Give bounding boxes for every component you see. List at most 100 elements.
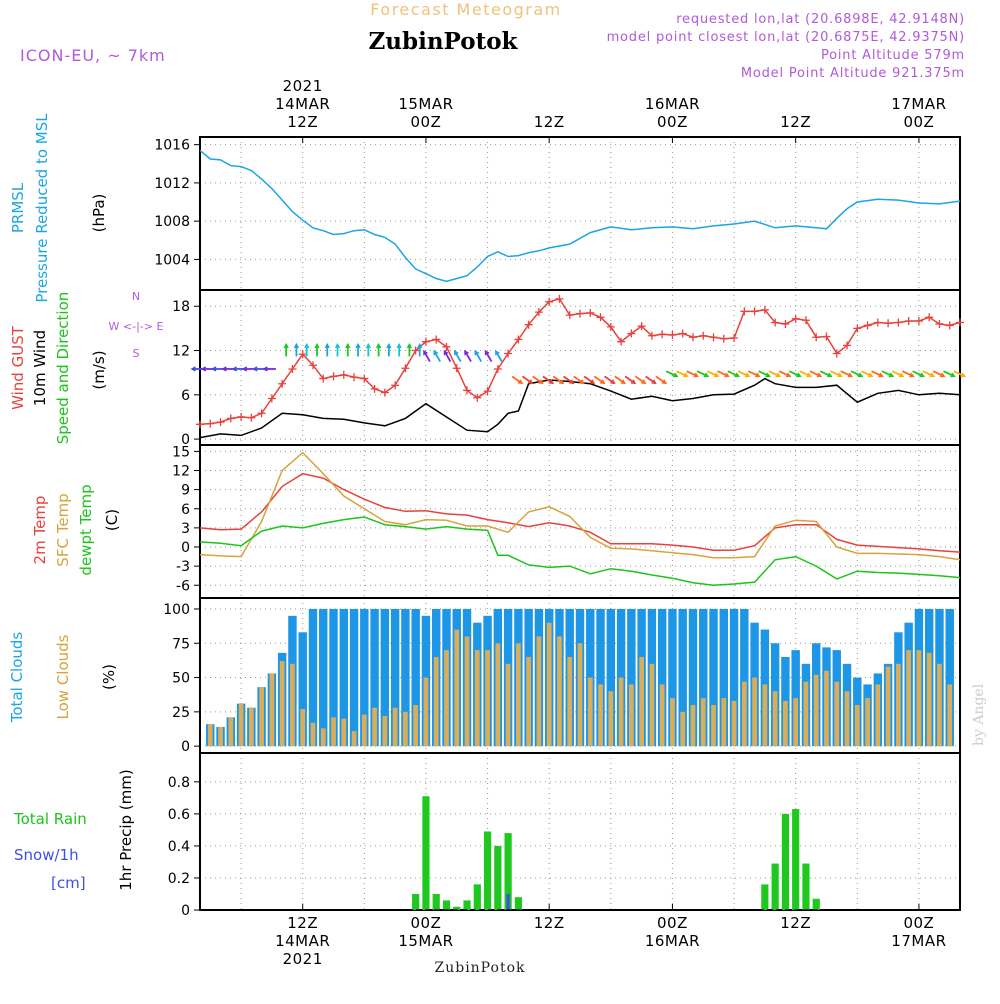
total-cloud-bar: [945, 608, 954, 747]
wind-direction-arrow: [758, 370, 770, 378]
y-tick-label: 0.4: [168, 839, 190, 855]
wind-direction-arrow: [634, 375, 646, 384]
wind-direction-arrow: [809, 370, 822, 378]
low-cloud-bar: [731, 700, 737, 747]
wind-direction-arrowhead: [200, 366, 207, 372]
gust-marker: [555, 294, 564, 303]
grid-layer: [200, 137, 960, 911]
time-tick-label-top: 00Z: [903, 113, 934, 131]
low-cloud-bar: [341, 718, 347, 747]
wind-direction-arrow: [604, 375, 615, 384]
y-tick-label: 3: [181, 521, 190, 537]
wind-direction-arrow: [881, 370, 894, 378]
gust-marker: [617, 337, 626, 346]
rain-bar: [483, 831, 492, 910]
y-tick-label: 9: [181, 483, 190, 499]
wind-direction-arrowhead: [314, 342, 320, 349]
rain-bar: [781, 813, 789, 910]
y-tick-label: 0: [181, 739, 190, 755]
wind-direction-arrow: [717, 370, 729, 378]
time-tick-label-top: 16MAR: [645, 95, 700, 113]
y-tick-label: 0: [181, 903, 190, 919]
temp2m-line: [199, 472, 961, 553]
low-cloud-bar: [474, 650, 480, 747]
low-cloud-bar: [505, 663, 511, 747]
gust-marker: [534, 308, 543, 317]
wind-direction-arrowhead: [630, 379, 637, 385]
low-cloud-bar: [906, 650, 912, 747]
y-tick-label: 18: [172, 299, 190, 315]
wind-direction-arrowhead: [231, 366, 237, 372]
wind-direction-arrow: [737, 370, 750, 378]
wind-direction-arrowhead: [785, 372, 792, 378]
rain-bar: [473, 884, 481, 910]
total-cloud-bar: [349, 608, 359, 747]
wind-direction-arrowhead: [241, 366, 248, 372]
rain-bar: [442, 900, 451, 910]
gust-marker: [216, 418, 225, 427]
pressure-panel-frame: [199, 136, 961, 291]
rain-bar: [802, 863, 810, 910]
wind-direction-arrow: [819, 370, 832, 378]
gust-marker: [391, 381, 400, 390]
y-tick-label: 0.6: [168, 807, 190, 823]
clouds-units: (%): [100, 664, 118, 690]
compass-west-east: W <-|-> E: [109, 320, 164, 333]
wind-direction-arrowhead: [579, 379, 585, 385]
time-tick-label-bottom: 00Z: [657, 914, 688, 932]
low-cloud-bar: [464, 636, 470, 747]
wind-direction-arrowhead: [558, 379, 565, 385]
low-cloud-bar: [916, 650, 922, 747]
time-tick-label-top: 17MAR: [891, 95, 946, 113]
gust-marker: [781, 319, 790, 328]
wind-direction-arrow: [768, 370, 781, 378]
low-cloud-bar: [947, 684, 953, 747]
gust-marker: [370, 384, 379, 393]
gust-marker: [730, 333, 739, 342]
wind-direction-arrow: [747, 370, 760, 378]
gust-marker: [473, 393, 482, 402]
gust-marker: [565, 311, 574, 320]
total-cloud-bar: [411, 608, 420, 747]
chart-marks: [190, 149, 967, 911]
low-cloud-bar: [937, 663, 942, 747]
wind-direction-arrowhead: [755, 372, 761, 378]
low-cloud-bar: [557, 636, 562, 747]
rain-bar: [463, 900, 471, 910]
gust-marker: [853, 324, 862, 333]
gust-marker: [637, 322, 646, 331]
total-cloud-bar: [606, 608, 616, 747]
gust-marker: [504, 349, 513, 358]
y-tick-label: 1012: [154, 176, 190, 192]
wind-direction-arrowhead: [724, 372, 730, 378]
wind-direction-arrowhead: [355, 342, 361, 349]
low-cloud-bar: [680, 711, 686, 747]
wind-direction-arrow: [552, 375, 564, 384]
wind-direction-arrowhead: [324, 342, 330, 349]
low-cloud-bar: [423, 677, 429, 747]
wind-direction-arrowhead: [262, 366, 268, 372]
low-cloud-bar: [392, 707, 398, 747]
time-tick-label-bottom: 00Z: [411, 914, 442, 932]
wind-direction-arrowhead: [252, 366, 258, 372]
wind-direction-arrowhead: [960, 372, 967, 378]
precip-total-rain-label: Total Rain: [13, 810, 87, 828]
gust-marker: [699, 331, 708, 340]
y-tick-label: 6: [181, 388, 190, 404]
y-tick-label: 0: [181, 540, 190, 556]
low-cloud-bar: [824, 670, 829, 747]
wind-direction-arrow: [901, 370, 914, 378]
total-cloud-bar: [370, 608, 379, 747]
total-cloud-bar: [360, 608, 369, 747]
gust-marker: [750, 307, 759, 316]
rain-bar: [432, 893, 440, 910]
wind-direction-arrow: [789, 370, 801, 378]
compass-north: N: [132, 290, 140, 303]
low-cloud-bar: [690, 704, 696, 747]
wind-direction-arrow: [423, 350, 431, 363]
low-clouds-label: Low Clouds: [54, 634, 72, 719]
wind-direction-arrow: [593, 375, 605, 384]
wind-direction-arrow: [484, 350, 493, 363]
pressure-label-msl: Pressure Reduced to MSL: [33, 113, 51, 303]
total-cloud-bar: [298, 632, 307, 747]
